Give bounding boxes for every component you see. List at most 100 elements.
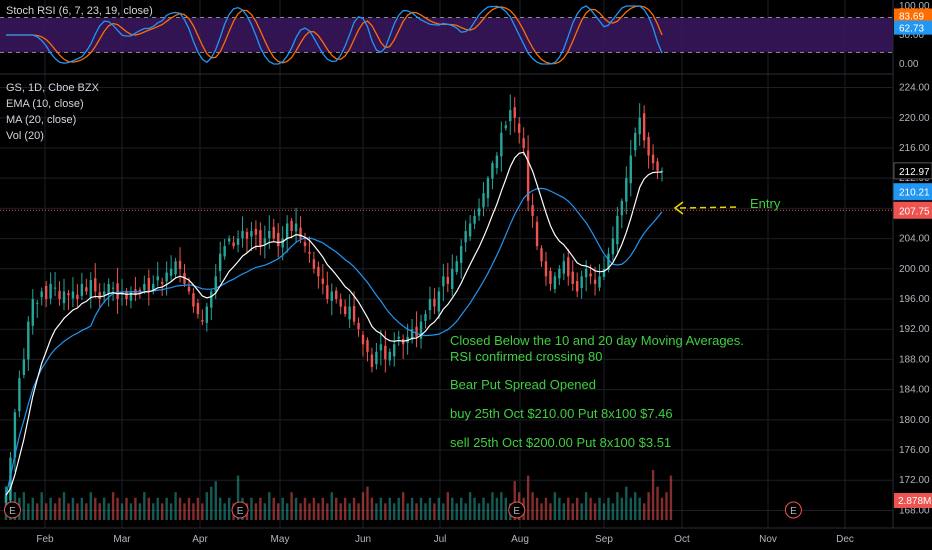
- volume-bar: [120, 503, 124, 520]
- volume-bar: [558, 497, 561, 520]
- volume-bar: [44, 503, 48, 520]
- volume-bar: [495, 497, 499, 520]
- ema-legend: EMA (10, close): [6, 98, 84, 110]
- volume-bar: [80, 497, 84, 520]
- candle-body: [576, 280, 579, 292]
- candle-body: [303, 242, 307, 247]
- volume-bar: [451, 497, 454, 520]
- volume-bar: [656, 486, 659, 520]
- volume-bar: [544, 497, 548, 520]
- candle-body: [18, 378, 21, 412]
- candle-body: [526, 150, 530, 201]
- candle-body: [388, 351, 391, 361]
- candle-body: [433, 298, 436, 307]
- volume-bar: [660, 497, 664, 520]
- volume-bar: [31, 497, 34, 520]
- candle-body: [348, 306, 351, 320]
- candle-body: [250, 231, 253, 237]
- volume-bar: [616, 492, 619, 520]
- note-line-4: buy 25th Oct $210.00 Put 8x100 $7.46: [450, 406, 673, 421]
- note-line-2: RSI confirmed crossing 80: [450, 349, 602, 364]
- candle-body: [451, 268, 454, 289]
- volume-bar: [125, 497, 128, 520]
- volume-bar: [263, 503, 267, 520]
- time-tick-label: Nov: [759, 534, 777, 545]
- earnings-icon[interactable]: [3, 501, 21, 519]
- stoch-rsi-pane[interactable]: Stoch RSI (6, 7, 23, 19, close): [0, 5, 893, 65]
- candle-body: [567, 257, 570, 277]
- volume-bar: [178, 497, 182, 520]
- candle-body: [102, 291, 106, 295]
- candle-body: [160, 282, 164, 284]
- price-tick-label: 180.00: [899, 415, 930, 426]
- candle-body: [339, 299, 342, 307]
- candle-body: [540, 248, 543, 262]
- volume-bar: [156, 497, 159, 520]
- volume-bar: [580, 503, 583, 520]
- volume-bar: [352, 497, 356, 520]
- volume-bar: [486, 503, 490, 520]
- candle-body: [455, 261, 458, 272]
- volume-bar: [27, 503, 30, 520]
- volume-bar: [98, 503, 101, 520]
- price-tick-label: 192.00: [899, 324, 930, 335]
- stoch-axis-ticks: 100.00 50.00 0.00: [899, 1, 930, 70]
- earnings-icon[interactable]: [784, 501, 802, 519]
- candle-body: [419, 321, 423, 339]
- stoch-marker-label: 83.69: [899, 11, 924, 22]
- volume-bar: [459, 497, 463, 520]
- volume-bar: [357, 503, 360, 520]
- volume-bar: [549, 503, 552, 520]
- candle-body: [183, 273, 186, 284]
- volume-bar: [303, 497, 307, 520]
- volume-bar: [53, 503, 57, 520]
- earnings-icon[interactable]: [508, 501, 526, 519]
- candle-body: [642, 113, 646, 141]
- candle-body: [375, 351, 378, 365]
- candle-body: [486, 178, 490, 199]
- candle-body: [352, 305, 356, 322]
- volume-bar: [379, 497, 383, 520]
- annotation-text: Closed Below the 10 and 20 day Moving Av…: [450, 333, 744, 450]
- volume-bar: [419, 497, 423, 520]
- volume-marker-label: 2.878M: [898, 496, 931, 507]
- candle-body: [562, 261, 566, 274]
- volume-bar: [647, 492, 650, 520]
- price-marker: [893, 201, 932, 219]
- candle-body: [232, 242, 235, 247]
- volume-bar: [134, 497, 137, 520]
- price-tick-label: 216.00: [899, 143, 930, 154]
- price-tick-label: 168.00: [899, 505, 930, 516]
- volume-bar: [455, 503, 458, 520]
- symbol-legend: GS, 1D, Cboe BZX: [6, 82, 100, 94]
- candle-body: [580, 276, 583, 289]
- volume-bar: [281, 497, 284, 520]
- price-tick-label: 196.00: [899, 294, 930, 305]
- volume-bar: [259, 497, 262, 520]
- volume-bar: [446, 492, 449, 520]
- candle-body: [379, 344, 383, 351]
- candle-body: [343, 306, 347, 315]
- candle-body: [558, 268, 561, 279]
- earnings-icon[interactable]: [231, 501, 249, 519]
- volume-bar: [625, 486, 628, 520]
- entry-label: Entry: [750, 196, 781, 211]
- time-tick-label: May: [271, 534, 290, 545]
- note-line-3: Bear Put Spread Opened: [450, 377, 596, 392]
- note-line-1: Closed Below the 10 and 20 day Moving Av…: [450, 333, 744, 348]
- price-legend: GS, 1D, Cboe BZX EMA (10, close) MA (20,…: [6, 82, 100, 142]
- candle-body: [129, 291, 133, 301]
- candle-body: [535, 221, 539, 247]
- ma-legend: MA (20, close): [6, 114, 76, 126]
- candle-body: [80, 283, 84, 296]
- candle-body: [647, 136, 650, 156]
- candle-body: [553, 276, 557, 289]
- candle-body: [415, 326, 418, 337]
- candle-body: [294, 223, 298, 232]
- volume-bar: [160, 503, 164, 520]
- volume-bar: [406, 503, 409, 520]
- volume-bar: [268, 492, 271, 520]
- volume-bar: [634, 492, 637, 520]
- volume-bar: [598, 497, 601, 520]
